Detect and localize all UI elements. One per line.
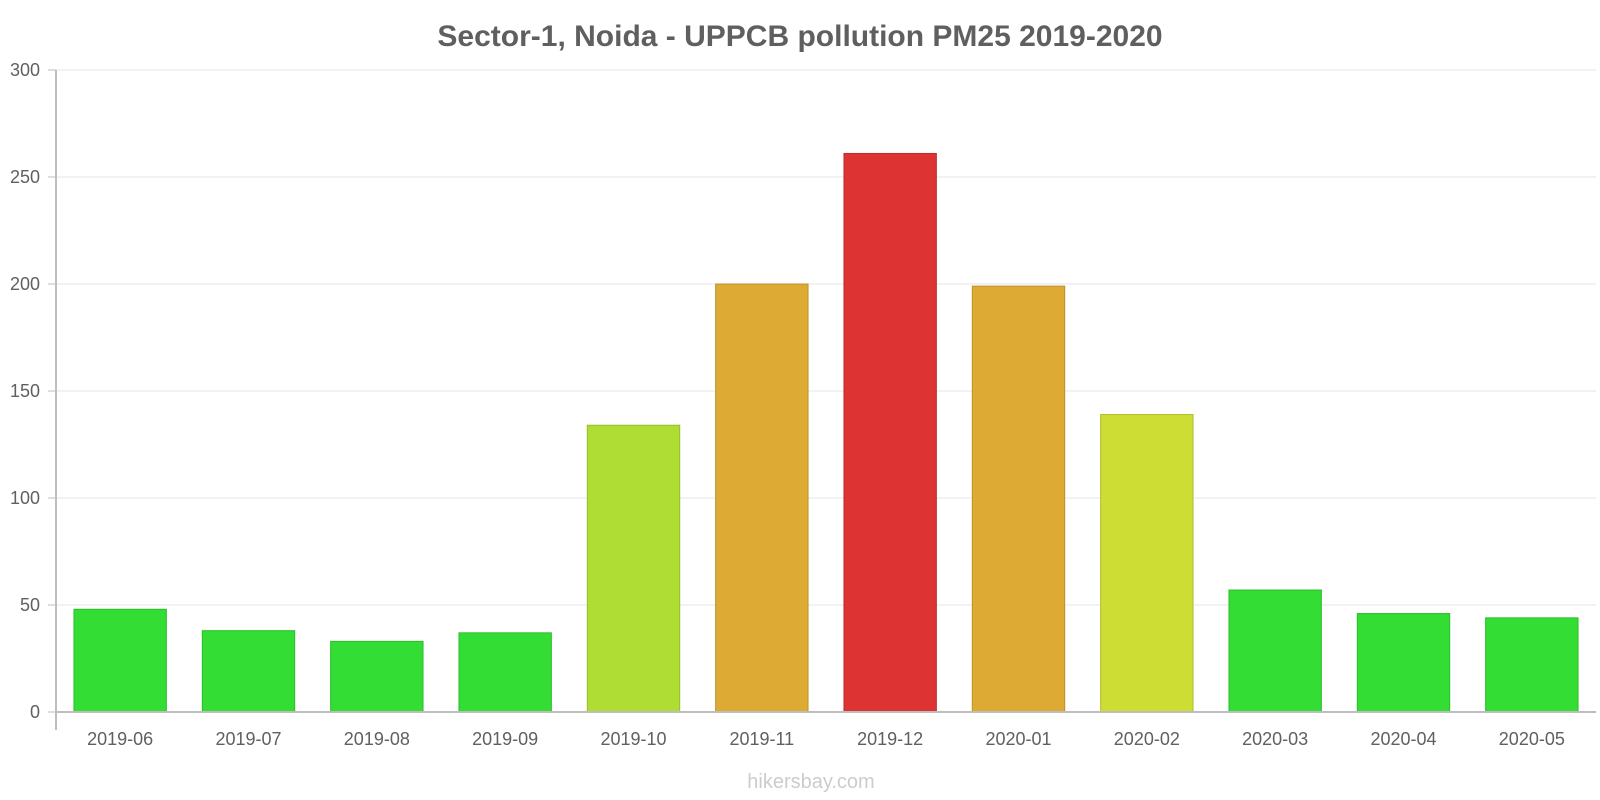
y-tick-label: 250 bbox=[10, 167, 40, 187]
bar-2020-02[interactable] bbox=[1100, 414, 1194, 713]
y-tick-label: 100 bbox=[10, 488, 40, 508]
bar-2019-09[interactable] bbox=[458, 632, 552, 713]
watermark[interactable]: hikersbay.com bbox=[747, 771, 874, 793]
x-tick-label: 2019-10 bbox=[600, 729, 666, 749]
x-axis-ticks: 2019-06 2019-07 2019-08 2019-09 2019-10 2019-… bbox=[87, 729, 1565, 749]
bar-2019-08[interactable] bbox=[330, 640, 424, 713]
x-tick-label: 2019-11 bbox=[729, 729, 794, 749]
y-tick-label: 150 bbox=[10, 381, 40, 401]
x-tick-label: 2019-12 bbox=[857, 729, 923, 749]
y-tick-label: 50 bbox=[20, 595, 40, 615]
y-axis-ticks: 0 50 100 150 200 250 300 bbox=[10, 60, 56, 722]
bar-2019-06[interactable] bbox=[73, 608, 167, 713]
x-tick-label: 2020-03 bbox=[1242, 729, 1308, 749]
x-tick-label: 2019-07 bbox=[215, 729, 281, 749]
bar-2020-01[interactable] bbox=[971, 285, 1066, 713]
bar-2020-04[interactable] bbox=[1356, 613, 1451, 713]
bar-2019-10[interactable] bbox=[586, 424, 681, 713]
x-tick-label: 2020-01 bbox=[985, 729, 1051, 749]
bar-2019-11[interactable] bbox=[715, 283, 809, 713]
y-tick-label: 200 bbox=[10, 274, 40, 294]
chart-title: Sector-1, Noida - UPPCB pollution PM25 2… bbox=[437, 20, 1162, 53]
x-tick-label: 2019-06 bbox=[87, 729, 153, 749]
bar-2019-07[interactable] bbox=[201, 630, 296, 713]
bar-2020-05[interactable] bbox=[1485, 617, 1579, 713]
y-tick-label: 0 bbox=[30, 702, 40, 722]
bar-2020-03[interactable] bbox=[1228, 589, 1322, 713]
x-tick-label: 2020-02 bbox=[1114, 729, 1180, 749]
bar-2019-12[interactable] bbox=[843, 152, 937, 713]
x-tick-label: 2019-08 bbox=[344, 729, 410, 749]
x-tick-label: 2020-05 bbox=[1499, 729, 1565, 749]
gridlines bbox=[56, 69, 1596, 606]
x-tick-label: 2020-04 bbox=[1370, 729, 1436, 749]
bars bbox=[73, 152, 1579, 713]
y-tick-label: 300 bbox=[10, 60, 40, 80]
x-tick-label: 2019-09 bbox=[472, 729, 538, 749]
